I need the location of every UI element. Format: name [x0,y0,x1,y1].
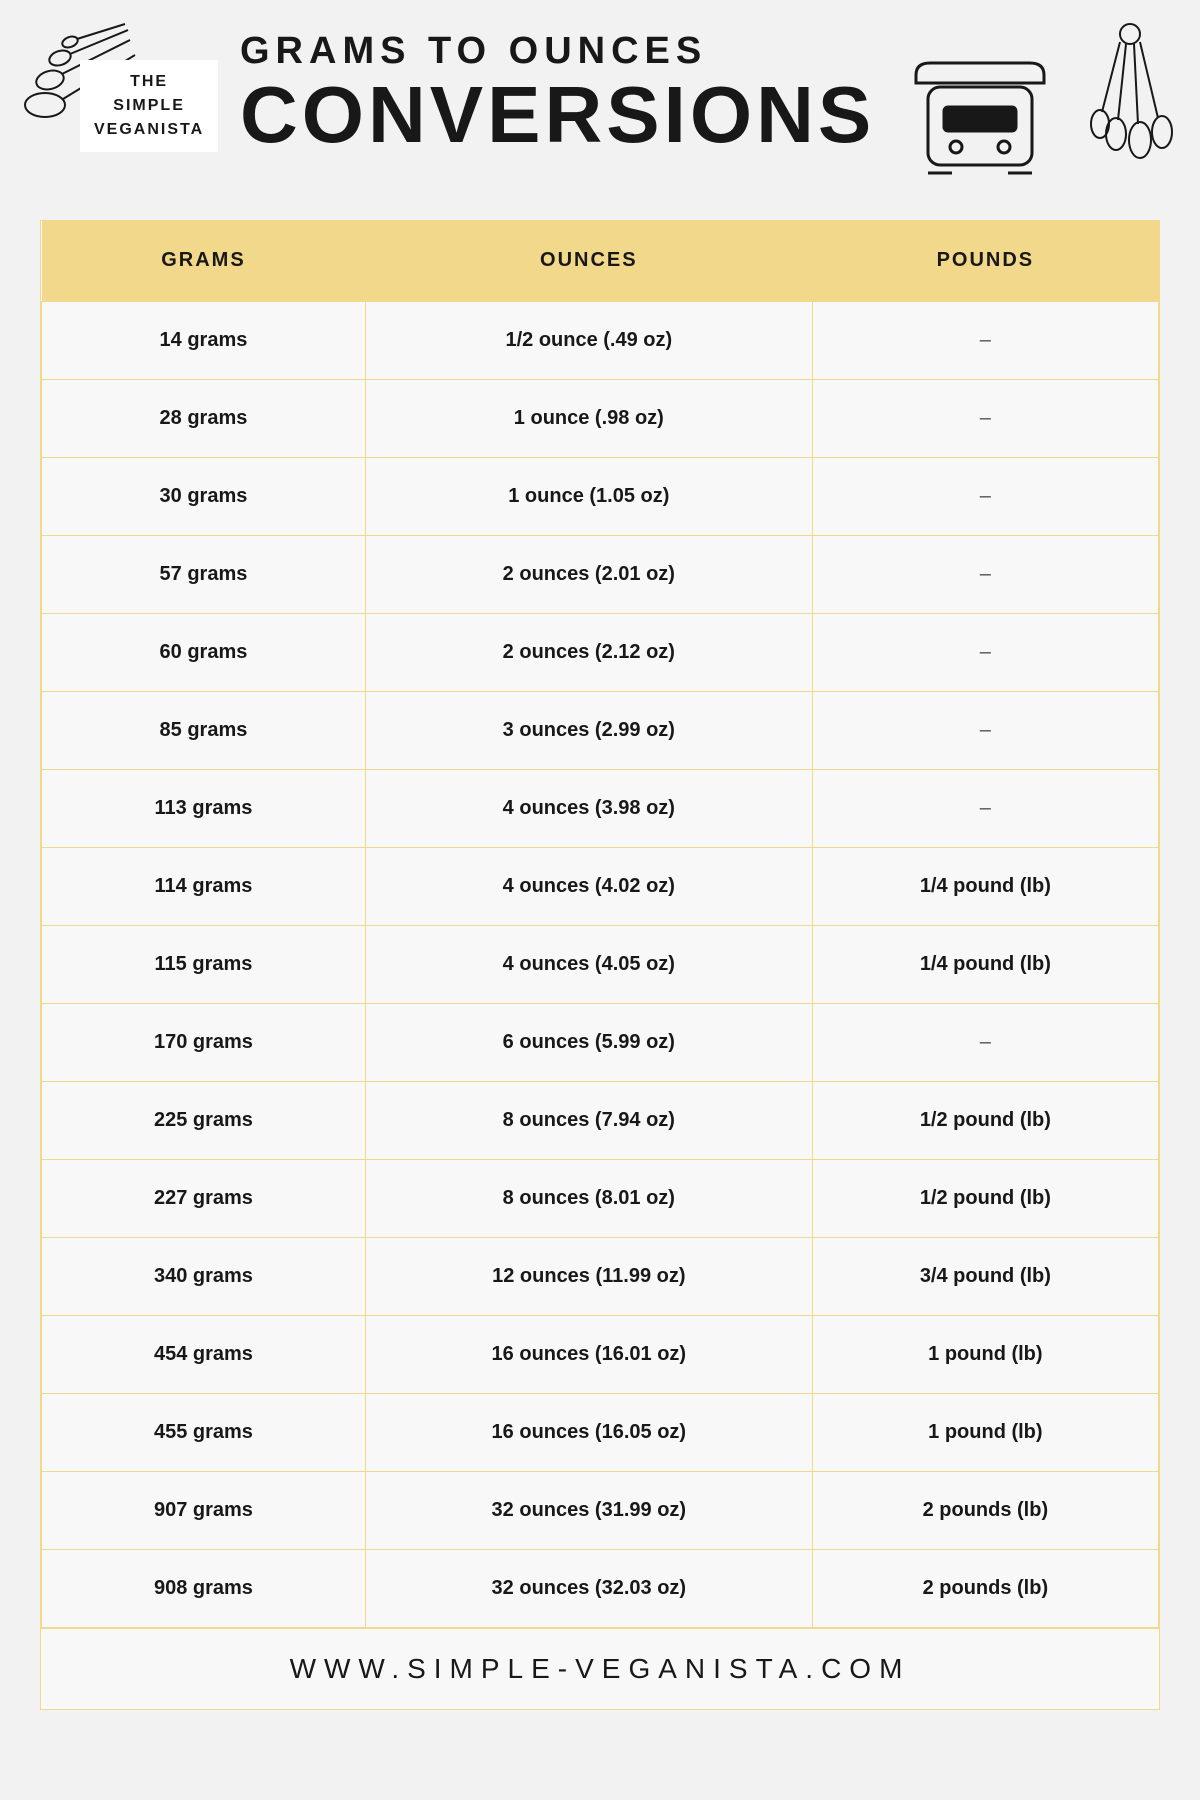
table-row: 60 grams2 ounces (2.12 oz)– [42,613,1159,691]
table-row: 225 grams8 ounces (7.94 oz)1/2 pound (lb… [42,1081,1159,1159]
table-header-row: GRAMS OUNCES POUNDS [42,221,1159,301]
cell-ounces: 4 ounces (4.05 oz) [365,925,812,1003]
conversion-table: GRAMS OUNCES POUNDS 14 grams1/2 ounce (.… [41,221,1159,1628]
cell-ounces: 3 ounces (2.99 oz) [365,691,812,769]
cell-grams: 907 grams [42,1471,366,1549]
cell-grams: 227 grams [42,1159,366,1237]
cell-ounces: 1 ounce (.98 oz) [365,379,812,457]
table-row: 57 grams2 ounces (2.01 oz)– [42,535,1159,613]
table-row: 115 grams4 ounces (4.05 oz)1/4 pound (lb… [42,925,1159,1003]
cell-pounds: 1/2 pound (lb) [812,1159,1158,1237]
cell-pounds: 1/4 pound (lb) [812,847,1158,925]
cell-grams: 113 grams [42,769,366,847]
cell-grams: 455 grams [42,1393,366,1471]
table-row: 170 grams6 ounces (5.99 oz)– [42,1003,1159,1081]
cell-pounds: – [812,769,1158,847]
table-row: 28 grams1 ounce (.98 oz)– [42,379,1159,457]
cell-pounds: – [812,613,1158,691]
cell-grams: 57 grams [42,535,366,613]
kitchen-scale-icon [910,55,1050,185]
cell-ounces: 2 ounces (2.01 oz) [365,535,812,613]
cell-ounces: 4 ounces (4.02 oz) [365,847,812,925]
table-row: 455 grams16 ounces (16.05 oz)1 pound (lb… [42,1393,1159,1471]
cell-pounds: 1/4 pound (lb) [812,925,1158,1003]
cell-pounds: 3/4 pound (lb) [812,1237,1158,1315]
cell-ounces: 32 ounces (32.03 oz) [365,1549,812,1627]
cell-grams: 28 grams [42,379,366,457]
cell-pounds: 1 pound (lb) [812,1315,1158,1393]
measuring-spoons-hanging-icon [1080,20,1180,170]
cell-grams: 908 grams [42,1549,366,1627]
cell-grams: 85 grams [42,691,366,769]
cell-pounds: – [812,301,1158,379]
brand-line2: SIMPLE [94,94,204,118]
cell-ounces: 6 ounces (5.99 oz) [365,1003,812,1081]
col-header-grams: GRAMS [42,221,366,301]
table-row: 227 grams8 ounces (8.01 oz)1/2 pound (lb… [42,1159,1159,1237]
brand-logo: THE SIMPLE VEGANISTA [80,60,218,152]
cell-grams: 60 grams [42,613,366,691]
brand-line3: VEGANISTA [94,118,204,142]
cell-ounces: 4 ounces (3.98 oz) [365,769,812,847]
cell-pounds: 2 pounds (lb) [812,1471,1158,1549]
table-row: 114 grams4 ounces (4.02 oz)1/4 pound (lb… [42,847,1159,925]
brand-line1: THE [94,70,204,94]
col-header-pounds: POUNDS [812,221,1158,301]
cell-pounds: – [812,457,1158,535]
table-row: 340 grams12 ounces (11.99 oz)3/4 pound (… [42,1237,1159,1315]
cell-pounds: – [812,1003,1158,1081]
cell-pounds: 1 pound (lb) [812,1393,1158,1471]
cell-ounces: 8 ounces (7.94 oz) [365,1081,812,1159]
cell-grams: 115 grams [42,925,366,1003]
col-header-ounces: OUNCES [365,221,812,301]
table-row: 454 grams16 ounces (16.01 oz)1 pound (lb… [42,1315,1159,1393]
page-title: CONVERSIONS [240,73,875,157]
cell-pounds: 2 pounds (lb) [812,1549,1158,1627]
cell-ounces: 1 ounce (1.05 oz) [365,457,812,535]
cell-pounds: – [812,379,1158,457]
cell-ounces: 8 ounces (8.01 oz) [365,1159,812,1237]
cell-grams: 14 grams [42,301,366,379]
cell-ounces: 16 ounces (16.01 oz) [365,1315,812,1393]
cell-grams: 340 grams [42,1237,366,1315]
cell-grams: 114 grams [42,847,366,925]
cell-ounces: 16 ounces (16.05 oz) [365,1393,812,1471]
table-row: 907 grams32 ounces (31.99 oz)2 pounds (l… [42,1471,1159,1549]
table-row: 85 grams3 ounces (2.99 oz)– [42,691,1159,769]
table-row: 908 grams32 ounces (32.03 oz)2 pounds (l… [42,1549,1159,1627]
cell-grams: 225 grams [42,1081,366,1159]
cell-pounds: – [812,691,1158,769]
cell-grams: 454 grams [42,1315,366,1393]
table-row: 113 grams4 ounces (3.98 oz)– [42,769,1159,847]
cell-pounds: 1/2 pound (lb) [812,1081,1158,1159]
footer-url: WWW.SIMPLE-VEGANISTA.COM [41,1628,1159,1709]
header: THE SIMPLE VEGANISTA GRAMS TO OUNCES CON… [0,0,1200,220]
cell-ounces: 32 ounces (31.99 oz) [365,1471,812,1549]
cell-pounds: – [812,535,1158,613]
cell-ounces: 1/2 ounce (.49 oz) [365,301,812,379]
title-block: GRAMS TO OUNCES CONVERSIONS [240,30,875,157]
conversion-table-wrap: GRAMS OUNCES POUNDS 14 grams1/2 ounce (.… [40,220,1160,1710]
cell-ounces: 2 ounces (2.12 oz) [365,613,812,691]
table-row: 30 grams1 ounce (1.05 oz)– [42,457,1159,535]
cell-grams: 30 grams [42,457,366,535]
cell-ounces: 12 ounces (11.99 oz) [365,1237,812,1315]
cell-grams: 170 grams [42,1003,366,1081]
table-row: 14 grams1/2 ounce (.49 oz)– [42,301,1159,379]
page-subtitle: GRAMS TO OUNCES [240,30,875,73]
